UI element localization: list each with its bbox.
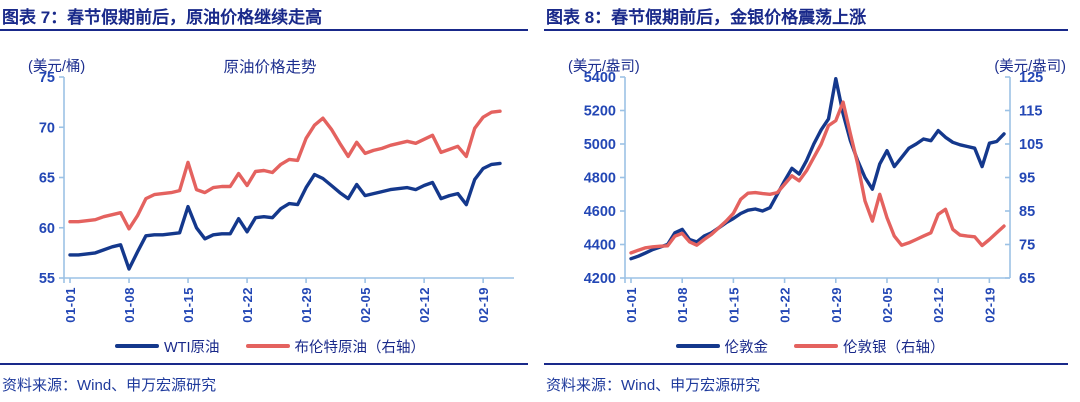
svg-text:65: 65 — [39, 171, 55, 187]
svg-text:01-08: 01-08 — [675, 287, 690, 323]
svg-text:60: 60 — [39, 221, 55, 237]
legend-item-brent: 布伦特原油（右轴） — [245, 336, 426, 357]
svg-text:01-01: 01-01 — [624, 287, 639, 323]
svg-text:02-19: 02-19 — [982, 287, 997, 323]
svg-text:65: 65 — [1019, 271, 1035, 287]
svg-text:02-12: 02-12 — [931, 287, 946, 323]
svg-text:01-08: 01-08 — [122, 287, 137, 323]
brent-line-swatch — [245, 344, 290, 348]
svg-text:75: 75 — [1019, 238, 1035, 254]
gold-silver-line-chart: 4200 4400 4600 4800 5000 5200 5400 65 75 85 95 105 1… — [584, 70, 1043, 323]
wti-line-swatch — [114, 344, 159, 348]
legend-item-wti: WTI原油 — [114, 336, 220, 357]
svg-text:95: 95 — [1019, 171, 1035, 187]
svg-text:5200: 5200 — [584, 104, 616, 120]
silver-line-swatch — [794, 344, 838, 348]
title-underline — [0, 29, 528, 31]
svg-text:01-22: 01-22 — [778, 287, 793, 323]
legend: WTI原油 布伦特原油（右轴） — [0, 336, 540, 356]
chart-title: 原油价格走势 — [223, 59, 317, 76]
divider — [0, 363, 528, 365]
title-underline — [544, 29, 1068, 31]
svg-text:02-12: 02-12 — [417, 287, 432, 323]
source-note: 资料来源：Wind、申万宏源研究 — [546, 377, 761, 394]
source-note: 资料来源：Wind、申万宏源研究 — [2, 377, 217, 394]
svg-text:01-29: 01-29 — [829, 287, 844, 323]
right-axis-unit-label: (美元/盎司) — [994, 59, 1066, 75]
svg-text:5000: 5000 — [584, 137, 616, 153]
gold-line-swatch — [675, 344, 720, 348]
svg-text:01-22: 01-22 — [240, 287, 255, 323]
svg-text:105: 105 — [1019, 137, 1043, 153]
svg-text:5400: 5400 — [584, 70, 616, 86]
left-axis-unit-label: (美元/盎司) — [568, 59, 640, 75]
svg-text:02-19: 02-19 — [476, 287, 491, 323]
svg-text:55: 55 — [39, 271, 55, 287]
svg-text:01-15: 01-15 — [181, 287, 196, 323]
legend-label: 伦敦银（右轴） — [843, 339, 945, 356]
svg-text:115: 115 — [1019, 104, 1042, 120]
legend-label: 伦敦金 — [724, 339, 769, 356]
figure-8-title: 图表 8：春节假期前后，金银价格震荡上涨 — [546, 8, 867, 27]
figure-8-panel: 图表 8：春节假期前后，金银价格震荡上涨 (美元/盎司) (美元/盎司) 420… — [540, 0, 1080, 402]
svg-text:4800: 4800 — [584, 171, 616, 187]
figure-7-panel: 图表 7：春节假期前后，原油价格继续走高 (美元/桶) 原油价格走势 55 60 6… — [0, 8, 540, 394]
left-axis-unit-label: (美元/桶) — [28, 59, 86, 75]
svg-text:70: 70 — [39, 120, 55, 136]
legend-item-silver: 伦敦银（右轴） — [794, 336, 945, 357]
legend-item-gold: 伦敦金 — [675, 336, 769, 357]
crude-oil-line-chart: 55 60 65 70 75 01-01 01-08 01-15 01-22 01-29 02-05… — [39, 70, 514, 323]
figure-7-title: 图表 7：春节假期前后，原油价格继续走高 — [2, 8, 323, 27]
svg-text:125: 125 — [1019, 70, 1043, 86]
svg-text:4600: 4600 — [584, 204, 616, 220]
svg-text:4200: 4200 — [584, 271, 616, 287]
svg-text:4400: 4400 — [584, 238, 616, 254]
svg-text:02-05: 02-05 — [880, 287, 895, 323]
svg-text:01-01: 01-01 — [63, 287, 78, 323]
divider — [544, 363, 1068, 365]
svg-text:85: 85 — [1019, 204, 1035, 220]
legend-label: 布伦特原油（右轴） — [294, 339, 426, 356]
legend: 伦敦金 伦敦银（右轴） — [540, 336, 1080, 356]
svg-text:01-29: 01-29 — [299, 287, 314, 323]
svg-text:02-05: 02-05 — [358, 287, 373, 323]
svg-text:01-15: 01-15 — [726, 287, 741, 323]
svg-text:75: 75 — [39, 70, 55, 86]
legend-label: WTI原油 — [163, 339, 220, 356]
